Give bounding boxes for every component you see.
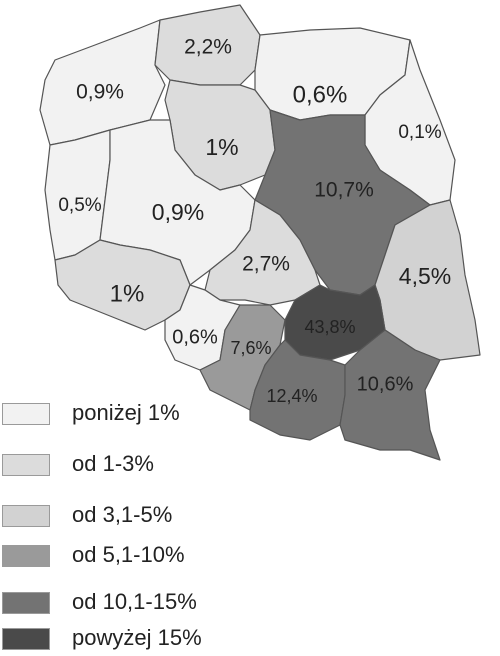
label-malopolskie: 12,4% — [266, 386, 317, 406]
label-podkarpackie: 10,6% — [357, 373, 414, 395]
poland-map: 0,9% 2,2% 0,6% 0,1% 1% 0,5% 0,9% 10,7% 2… — [39, 4, 481, 461]
label-swietokrzyskie: 43,8% — [304, 317, 355, 337]
legend-label: od 3,1-5% — [72, 502, 173, 527]
label-lubelskie: 4,5% — [399, 263, 451, 289]
legend-label: poniżej 1% — [72, 400, 180, 425]
label-slaskie: 7,6% — [230, 338, 271, 358]
legend-label: od 5,1-10% — [72, 542, 185, 567]
legend-label: od 10,1-15% — [72, 589, 197, 614]
label-zachodniopomorskie: 0,9% — [76, 81, 124, 104]
region-podkarpackie — [339, 329, 441, 461]
label-kujawsko-pomorskie: 1% — [205, 134, 238, 160]
legend-item: od 3,1-5% — [0, 501, 260, 533]
label-mazowieckie: 10,7% — [314, 179, 374, 202]
legend-swatch — [2, 403, 50, 425]
label-warminsko-mazurskie: 0,6% — [293, 81, 348, 108]
label-lodzkie: 2,7% — [242, 253, 290, 276]
label-dolnoslaskie: 1% — [110, 280, 145, 307]
legend-swatch — [2, 505, 50, 527]
region-malopolskie — [249, 339, 346, 441]
label-opolskie: 0,6% — [172, 326, 218, 348]
label-pomorskie: 2,2% — [184, 36, 232, 59]
legend-item: poniżej 1% — [0, 399, 260, 431]
label-lubuskie: 0,5% — [58, 195, 101, 216]
legend-item: od 10,1-15% — [0, 588, 260, 620]
legend-item: od 5,1-10% — [0, 541, 260, 573]
label-podlaskie: 0,1% — [398, 122, 441, 143]
legend-item: od 1-3% — [0, 450, 260, 482]
legend-label: od 1-3% — [72, 451, 154, 476]
legend-item: powyżej 15% — [0, 624, 260, 656]
legend-swatch — [2, 592, 50, 614]
label-wielkopolskie: 0,9% — [152, 199, 204, 225]
region-lodzkie — [204, 199, 321, 306]
legend-swatch — [2, 628, 50, 650]
legend-swatch — [2, 454, 50, 476]
legend-swatch — [2, 545, 50, 567]
region-pomorskie — [154, 4, 261, 86]
legend-label: powyżej 15% — [72, 625, 202, 650]
